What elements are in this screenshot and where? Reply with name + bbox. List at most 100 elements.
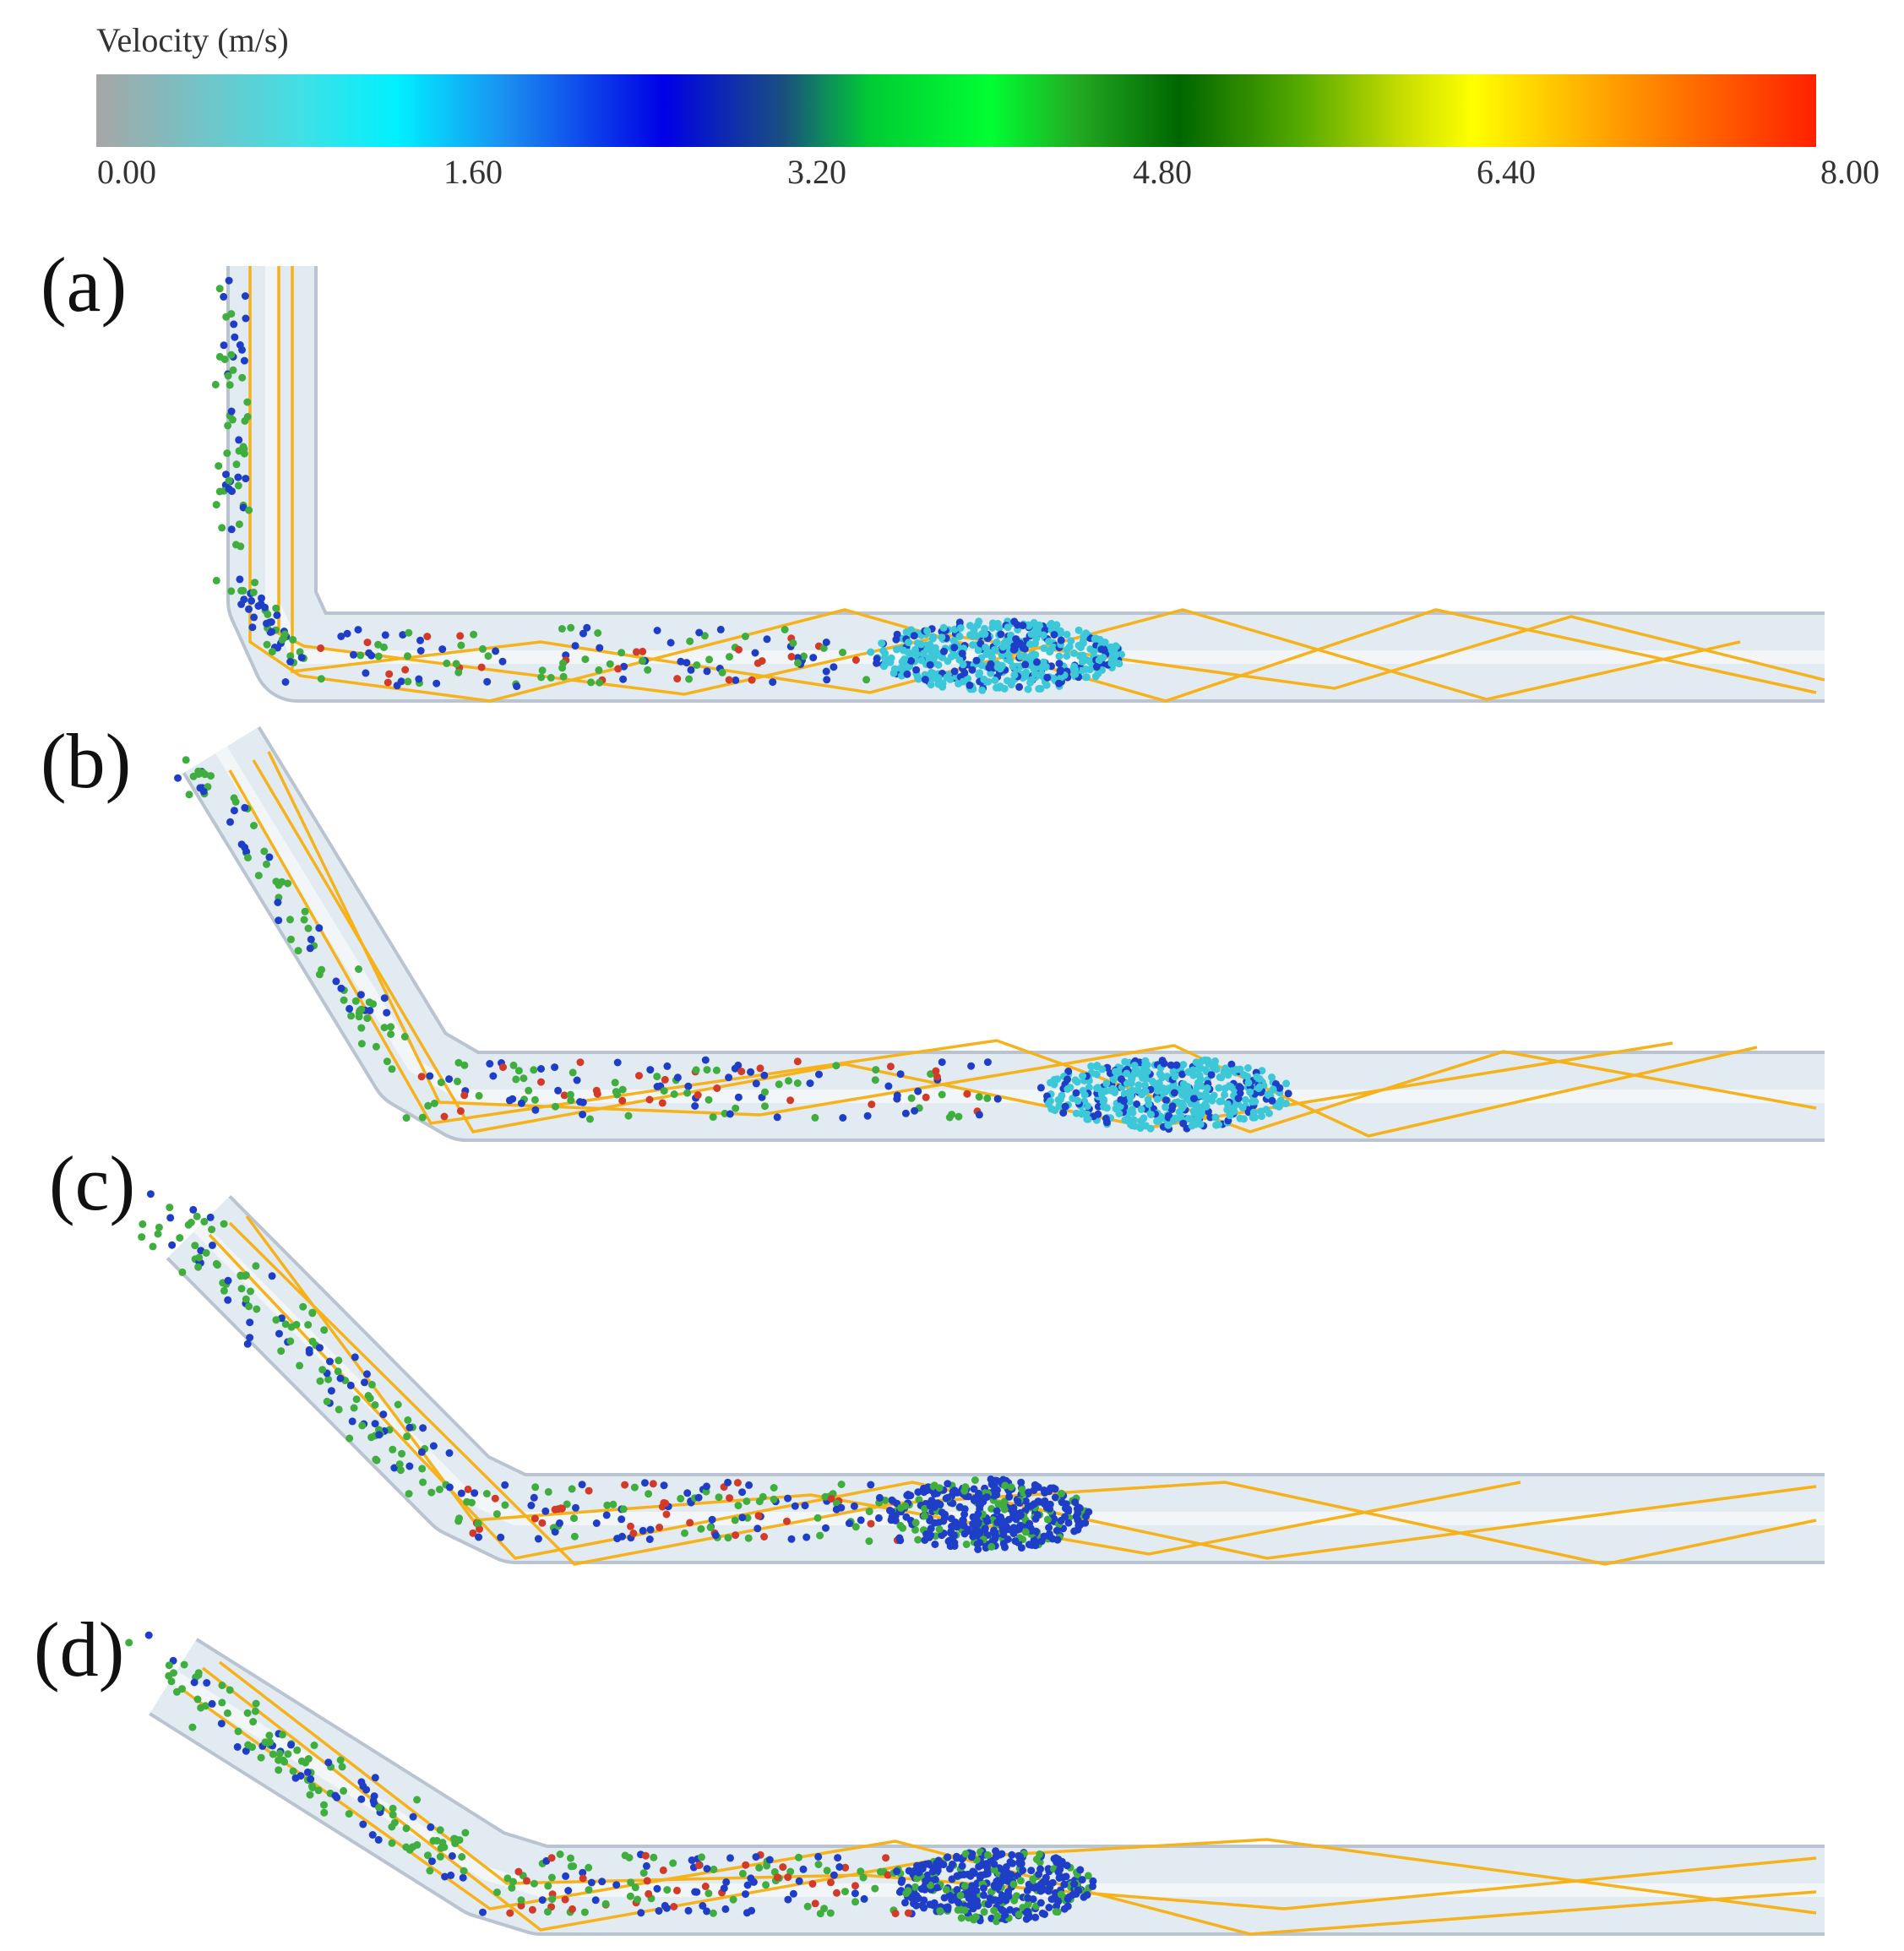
particle-a [644,666,652,674]
particle-d [234,1727,242,1736]
particle-b-cluster [1209,1063,1217,1072]
particle-d [699,1902,707,1910]
particle-a [297,654,306,662]
particle-d-cluster [913,1874,922,1883]
particle-b [645,1095,654,1104]
particle-b-cluster [1192,1058,1200,1067]
particle-b [691,1102,699,1110]
particle-d [738,1869,747,1878]
particle-d-cluster [1052,1908,1060,1916]
particle-a [215,462,223,470]
particle-a-cluster [1082,629,1091,638]
particle-d [742,1861,750,1869]
particle-a-cluster [1025,622,1033,630]
particle-c [656,1524,664,1531]
particle-a-cluster [993,639,1001,646]
particle-b-cluster [1257,1107,1265,1116]
particle-a-cluster [1004,677,1011,685]
particle-b-cluster [1246,1088,1254,1096]
particle-c [865,1508,873,1516]
particle-a-cluster [1055,660,1064,668]
particle-c [220,1286,228,1295]
particle-c [627,1522,634,1530]
particle-d [803,1902,812,1910]
particle-d [251,1707,259,1715]
pipe-b-outline [182,726,1825,1142]
particle-a [583,623,591,632]
particle-b [832,1062,840,1070]
particle-d-cluster [1029,1875,1037,1883]
particle-b [694,1091,702,1100]
particle-d [612,1881,621,1889]
particle-b [922,1093,930,1101]
particle-b-cluster [1265,1091,1273,1100]
particle-d [851,1882,859,1890]
particle-b [230,794,238,802]
particle-c [195,1253,204,1262]
particle-b-cluster [1161,1103,1170,1111]
particle-d [841,1863,850,1872]
particle-d [357,1795,366,1803]
particle-a [215,285,224,293]
particle-d [306,1791,314,1799]
particle-c [419,1478,427,1486]
particle-d [172,1687,181,1696]
particle-b [709,1113,717,1122]
particle-b-cluster [1115,1110,1123,1117]
particle-d [388,1823,396,1831]
particle-d [226,1686,234,1694]
particle-d-cluster [991,1883,999,1891]
particle-a [235,520,243,529]
particle-a-cluster [991,645,999,654]
particle-d-cluster [1036,1865,1045,1873]
particle-c-cluster [977,1494,986,1503]
particle-b-cluster [1162,1096,1170,1105]
particle-d [190,1678,199,1687]
particle-b-cluster [1136,1124,1145,1133]
particle-d-cluster [946,1865,954,1873]
particle-b-cluster [1073,1078,1081,1086]
particle-b [893,1095,901,1103]
particle-d [314,1786,323,1795]
particle-a [716,625,725,633]
particle-a-cluster [1009,662,1017,671]
particle-d-cluster [1083,1891,1091,1899]
particle-d-cluster [960,1882,969,1890]
particle-a-cluster [917,656,926,665]
particle-c [371,1401,379,1409]
particle-c-cluster [1057,1516,1065,1524]
particle-d-cluster [1027,1867,1036,1875]
particle-d [409,1812,417,1821]
particle-b [460,1061,469,1069]
particle-c-cluster [999,1530,1008,1539]
particle-a [258,594,265,602]
particle-a-cluster [988,623,997,632]
particle-a [232,460,241,469]
colorbar-tick-4: 6.40 [1477,153,1536,191]
particle-b [380,994,389,1003]
particle-a [579,629,587,638]
particle-d [426,1867,434,1875]
particle-c [320,1326,329,1334]
particle-b [579,1098,587,1106]
particle-d-cluster [1054,1868,1063,1877]
particle-b-cluster [1118,1075,1125,1084]
particle-c-cluster [987,1542,996,1551]
particle-a-cluster [904,648,912,656]
particle-c [770,1495,778,1503]
particle-a [350,650,357,659]
particle-c [367,1433,376,1442]
particle-b [514,1067,523,1075]
particle-b [530,1095,539,1104]
particle-d-cluster [954,1905,962,1914]
particle-a [245,605,253,613]
particle-b-cluster [1241,1095,1249,1104]
particle-b-cluster [1093,1062,1102,1071]
particle-c-cluster [914,1488,922,1497]
particle-c [732,1531,740,1540]
particle-a [237,542,245,551]
particle-d [876,1867,884,1876]
particle-a-cluster [892,645,900,654]
particle-b [747,1068,755,1076]
particle-c-cluster [970,1497,978,1504]
